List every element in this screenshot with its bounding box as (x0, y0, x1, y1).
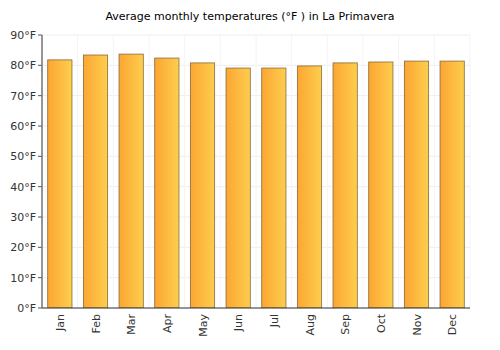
bar (297, 66, 321, 308)
x-tick-label: Sep (339, 314, 352, 335)
chart: Average monthly temperatures (°F ) in La… (0, 0, 500, 350)
x-tick-label: Jun (232, 314, 245, 332)
title: Average monthly temperatures (°F ) in La… (105, 10, 394, 23)
x-tick-label: Feb (90, 314, 103, 333)
grid-line-x (256, 35, 257, 308)
bar (333, 63, 357, 308)
grid-line-x (470, 35, 471, 308)
tick-mark (38, 156, 42, 157)
y-tick-label: 0°F (17, 302, 36, 315)
bar (262, 68, 286, 308)
y-tick-label: 20°F (10, 241, 36, 254)
tick-mark (38, 308, 42, 309)
grid-line-x (149, 35, 150, 308)
grid-line-x (327, 35, 328, 308)
y-tick-label: 40°F (10, 181, 36, 194)
bars (48, 54, 465, 308)
y-tick-label: 10°F (10, 272, 36, 285)
bar (369, 62, 393, 308)
tick-mark (38, 217, 42, 218)
grid-line-x (113, 35, 114, 308)
grid-line-x (434, 35, 435, 308)
tick-mark (38, 186, 42, 187)
x-tick-label: Jul (268, 314, 281, 328)
tick-mark (38, 126, 42, 127)
bar (226, 68, 250, 308)
x-tick-label: Apr (161, 314, 174, 334)
bar (48, 60, 72, 308)
y-tick-label: 60°F (10, 120, 36, 133)
x-tick-label: Mar (125, 314, 138, 335)
bar (190, 63, 214, 308)
grid-line-x (220, 35, 221, 308)
bar (404, 61, 428, 308)
tick-mark (38, 65, 42, 66)
y-tick-label: 70°F (10, 90, 36, 103)
grid-line-x (398, 35, 399, 308)
bar (119, 54, 143, 308)
x-tick-label: May (197, 314, 210, 337)
grid-line-x (184, 35, 185, 308)
grid-line-x (42, 35, 43, 308)
y-axis (42, 35, 43, 308)
x-tick-label: Dec (446, 314, 459, 335)
x-tick-label: Oct (375, 313, 388, 333)
x-tick-label: Nov (411, 314, 424, 336)
y-tick-label: 50°F (10, 150, 36, 163)
y-tick-label: 30°F (10, 211, 36, 224)
grid-line-x (363, 35, 364, 308)
tick-mark (38, 35, 42, 36)
x-axis (42, 308, 470, 309)
bar (440, 61, 464, 308)
x-tick-label: Jan (54, 314, 67, 332)
x-tick-label: Aug (304, 314, 317, 335)
bar (155, 58, 179, 308)
y-tick-label: 90°F (10, 29, 36, 42)
grid-line (42, 308, 470, 309)
tick-mark (38, 95, 42, 96)
tick-mark (38, 247, 42, 248)
y-tick-label: 80°F (10, 59, 36, 72)
bar (83, 55, 107, 308)
grid-line-x (77, 35, 78, 308)
grid-line-x (291, 35, 292, 308)
tick-mark (38, 277, 42, 278)
